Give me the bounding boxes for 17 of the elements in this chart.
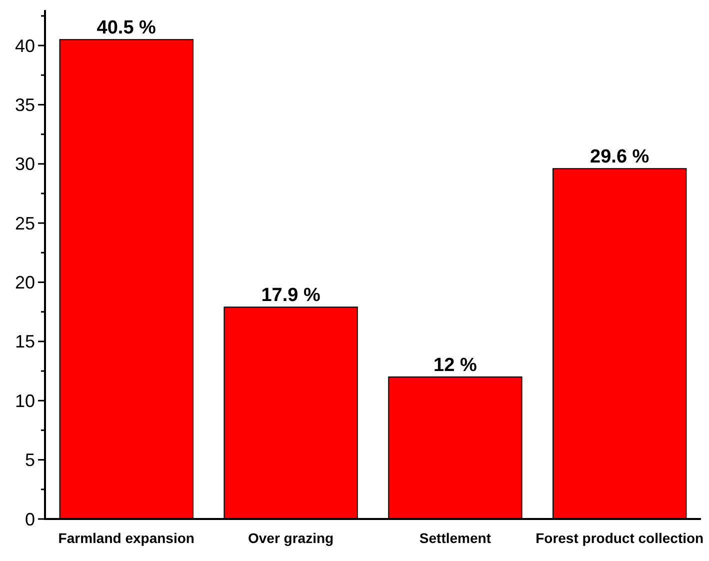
x-tick-label: Over grazing [248,530,334,546]
data-label: 12 % [434,354,477,376]
data-label: 29.6 % [590,146,650,168]
y-tick-label: 40 [14,36,35,56]
data-label: 17.9 % [261,285,320,306]
y-tick-label: 10 [14,390,35,411]
y-tick-label: 25 [14,213,35,234]
y-tick-label: 35 [14,95,35,115]
x-tick-label: Settlement [419,530,492,546]
y-tick-label: 5 [24,450,35,470]
data-label: 40.5 % [96,18,156,39]
y-tick-label: 0 [24,509,35,530]
x-tick-label: Forest product collection [536,530,704,546]
y-tick-label: 30 [14,154,35,174]
y-tick-label: 20 [14,272,35,293]
y-tick-label: 15 [14,332,35,352]
x-tick-label: Farmland expansion [58,530,194,546]
